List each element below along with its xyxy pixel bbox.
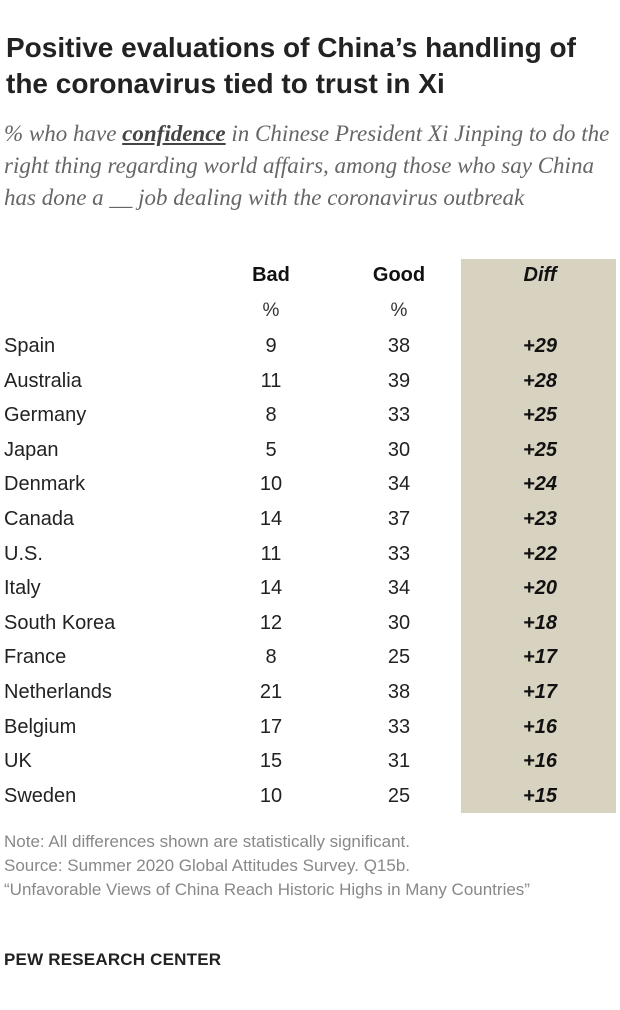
column-header-diff: Diff [523, 264, 557, 286]
diff-value: +17 [523, 646, 557, 669]
bad-value: 14 [259, 577, 283, 600]
table-row: Denmark 10 34 +24 [0, 467, 620, 502]
table-row: Canada 14 37 +23 [0, 502, 620, 537]
diff-column-background [461, 259, 616, 813]
diff-value: +16 [523, 715, 557, 738]
good-value: 33 [387, 715, 411, 738]
diff-value: +15 [523, 784, 557, 807]
diff-value: +25 [523, 404, 557, 427]
diff-value: +28 [523, 369, 557, 392]
bad-value: 5 [265, 438, 277, 461]
bad-value: 11 [260, 542, 282, 565]
bad-value: 15 [259, 750, 283, 773]
diff-value: +22 [523, 542, 557, 565]
bad-value: 10 [259, 784, 283, 807]
table-row: Netherlands 21 38 +17 [0, 675, 620, 710]
good-value: 39 [387, 369, 411, 392]
bad-value: 11 [260, 369, 282, 392]
bad-value: 10 [259, 473, 283, 496]
column-header-bad: Bad [252, 264, 290, 286]
diff-value: +18 [523, 611, 557, 634]
country-label: Italy [4, 577, 41, 600]
country-label: UK [4, 750, 32, 773]
table-row: Germany 8 33 +25 [0, 398, 620, 433]
table-row: France 8 25 +17 [0, 640, 620, 675]
diff-value: +25 [523, 438, 557, 461]
country-label: Spain [4, 335, 56, 357]
table-row: Spain 9 38 +29 [0, 329, 620, 364]
bad-value: 21 [259, 680, 283, 703]
bad-value: 8 [265, 404, 277, 427]
good-value: 34 [387, 577, 411, 600]
diff-value: +17 [523, 680, 557, 703]
good-value: 37 [387, 507, 411, 530]
bad-value: 14 [259, 507, 283, 530]
subtitle-emphasis: confidence [122, 121, 226, 146]
good-value: 38 [387, 680, 411, 703]
country-label: Denmark [4, 473, 86, 496]
report-text: “Unfavorable Views of China Reach Histor… [4, 880, 530, 899]
country-label: Belgium [4, 715, 77, 738]
country-label: U.S. [4, 542, 43, 565]
good-value: 34 [387, 473, 411, 496]
column-header-good: Good [372, 264, 426, 286]
good-value: 33 [387, 404, 411, 427]
good-value: 38 [387, 335, 411, 357]
country-label: South Korea [4, 611, 116, 634]
good-value: 31 [387, 750, 411, 773]
footnotes: Note: All differences shown are statisti… [4, 830, 616, 902]
unit-label-good: % [390, 300, 408, 321]
note-text: Note: All differences shown are statisti… [4, 832, 410, 851]
country-label: Japan [4, 438, 59, 461]
country-label: France [4, 646, 67, 669]
table-row: South Korea 12 30 +18 [0, 606, 620, 641]
table-row: Japan 5 30 +25 [0, 433, 620, 468]
table-row: Australia 11 39 +28 [0, 364, 620, 399]
table-row: U.S. 11 33 +22 [0, 537, 620, 572]
bad-value: 12 [259, 611, 283, 634]
country-label: Australia [4, 369, 82, 392]
country-label: Canada [4, 507, 75, 530]
diff-value: +23 [523, 507, 557, 530]
country-label: Germany [4, 404, 87, 427]
good-value: 25 [387, 646, 411, 669]
bad-value: 17 [259, 715, 283, 738]
bad-value: 9 [265, 335, 277, 357]
good-value: 30 [387, 438, 411, 461]
diff-value: +24 [523, 473, 557, 496]
subtitle-after: in Chinese President Xi Jinping to do th… [4, 121, 610, 210]
table-row: Belgium 17 33 +16 [0, 710, 620, 745]
good-value: 25 [387, 784, 411, 807]
source-text: Source: Summer 2020 Global Attitudes Sur… [4, 856, 411, 875]
country-label: Netherlands [4, 680, 112, 703]
chart-title: Positive evaluations of China’s handling… [6, 32, 576, 99]
bad-value: 8 [265, 646, 277, 669]
diff-value: +20 [523, 577, 557, 600]
unit-label-bad: % [262, 300, 280, 321]
good-value: 30 [387, 611, 411, 634]
chart-subtitle: % who have confidence in Chinese Preside… [4, 118, 616, 214]
table-row: UK 15 31 +16 [0, 744, 620, 779]
table-row: Italy 14 34 +20 [0, 571, 620, 606]
table-row: Sweden 10 25 +15 [0, 779, 620, 814]
country-label: Sweden [4, 784, 77, 807]
data-table: Spain 9 38 +29 Australia 11 39 +28 Germany 8 33 +25… [0, 329, 620, 813]
brand-logo-text: PEW RESEARCH CENTER [4, 950, 222, 969]
good-value: 33 [387, 542, 411, 565]
diff-value: +16 [523, 750, 557, 773]
subtitle-before: % who have [4, 121, 123, 146]
diff-value: +29 [523, 335, 557, 357]
